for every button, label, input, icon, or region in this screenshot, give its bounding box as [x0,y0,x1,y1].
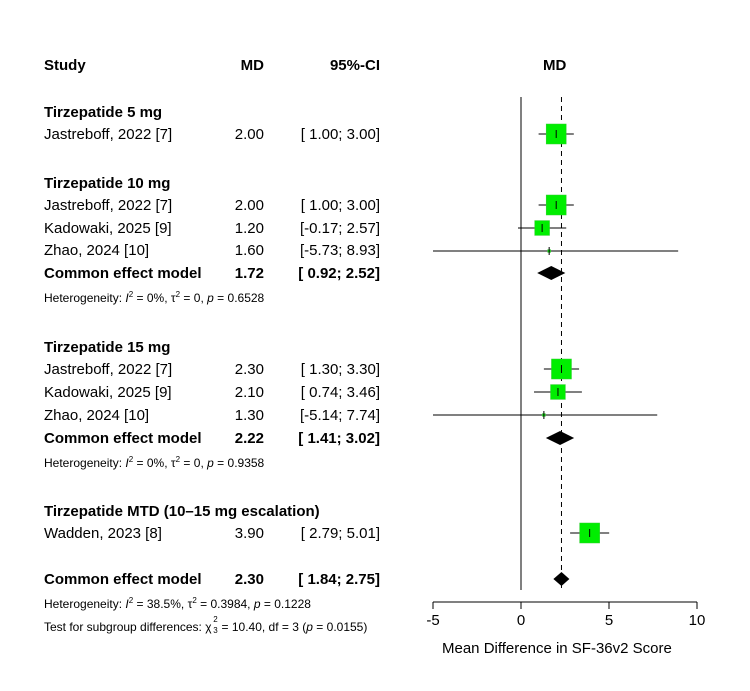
study-name: Zhao, 2024 [10] [44,242,150,259]
header-plot-md: MD [543,57,567,74]
study-name: Jastreboff, 2022 [7] [44,361,173,378]
study-name: Zhao, 2024 [10] [44,407,150,424]
study-md: 1.30 [234,407,264,424]
overall-heterogeneity-text: Heterogeneity: I2 = 38.5%, τ2 = 0.3984, … [44,596,311,611]
study-name: Wadden, 2023 [8] [44,525,162,542]
heterogeneity-text: Heterogeneity: I2 = 0%, τ2 = 0, p = 0.93… [44,455,265,470]
study-md: 2.10 [234,384,264,401]
study-md: 1.60 [234,242,264,259]
x-tick-label: 5 [605,612,613,629]
summary-ci: [ 1.41; 3.02] [298,430,380,447]
study-ci: [ 1.00; 3.00] [300,126,380,143]
study-md: 2.00 [234,126,264,143]
overall-ci: [ 1.84; 2.75] [298,571,380,588]
subgroup-diamond [545,431,575,445]
summary-ci: [ 0.92; 2.52] [298,265,380,282]
x-tick-label: 0 [517,612,525,629]
study-name: Kadowaki, 2025 [9] [44,384,172,401]
header-study: Study [44,57,86,74]
group-label: Tirzepatide MTD (10–15 mg escalation) [44,503,320,520]
study-ci: [ 1.00; 3.00] [300,197,380,214]
header-md: MD [240,57,264,74]
x-tick-label: -5 [426,612,439,629]
x-axis-label: Mean Difference in SF-36v2 Score [442,640,672,657]
group-label: Tirzepatide 10 mg [44,175,171,192]
overall-diamond [553,572,570,586]
header-ci: 95%-CI [329,57,380,74]
summary-label: Common effect model [44,430,202,447]
summary-md: 2.22 [234,430,264,447]
study-md: 1.20 [234,220,264,237]
study-ci: [-0.17; 2.57] [299,220,380,237]
study-md: 2.00 [234,197,264,214]
study-md: 2.30 [234,361,264,378]
heterogeneity-text: Heterogeneity: I2 = 0%, τ2 = 0, p = 0.65… [44,290,265,305]
study-ci: [ 1.30; 3.30] [300,361,380,378]
summary-md: 1.72 [234,265,264,282]
subgroup-diamond [537,266,566,280]
x-tick-label: 10 [689,612,706,629]
study-name: Jastreboff, 2022 [7] [44,126,173,143]
group-label: Tirzepatide 5 mg [44,104,163,121]
study-ci: [-5.14; 7.74] [299,407,380,424]
study-ci: [-5.73; 8.93] [299,242,380,259]
study-md: 3.90 [234,525,264,542]
study-name: Kadowaki, 2025 [9] [44,220,172,237]
group-label: Tirzepatide 15 mg [44,339,171,356]
overall-label: Common effect model [44,571,202,588]
overall-md: 2.30 [234,571,264,588]
study-ci: [ 0.74; 3.46] [300,384,380,401]
study-ci: [ 2.79; 5.01] [300,525,380,542]
study-name: Jastreboff, 2022 [7] [44,197,173,214]
summary-label: Common effect model [44,265,202,282]
